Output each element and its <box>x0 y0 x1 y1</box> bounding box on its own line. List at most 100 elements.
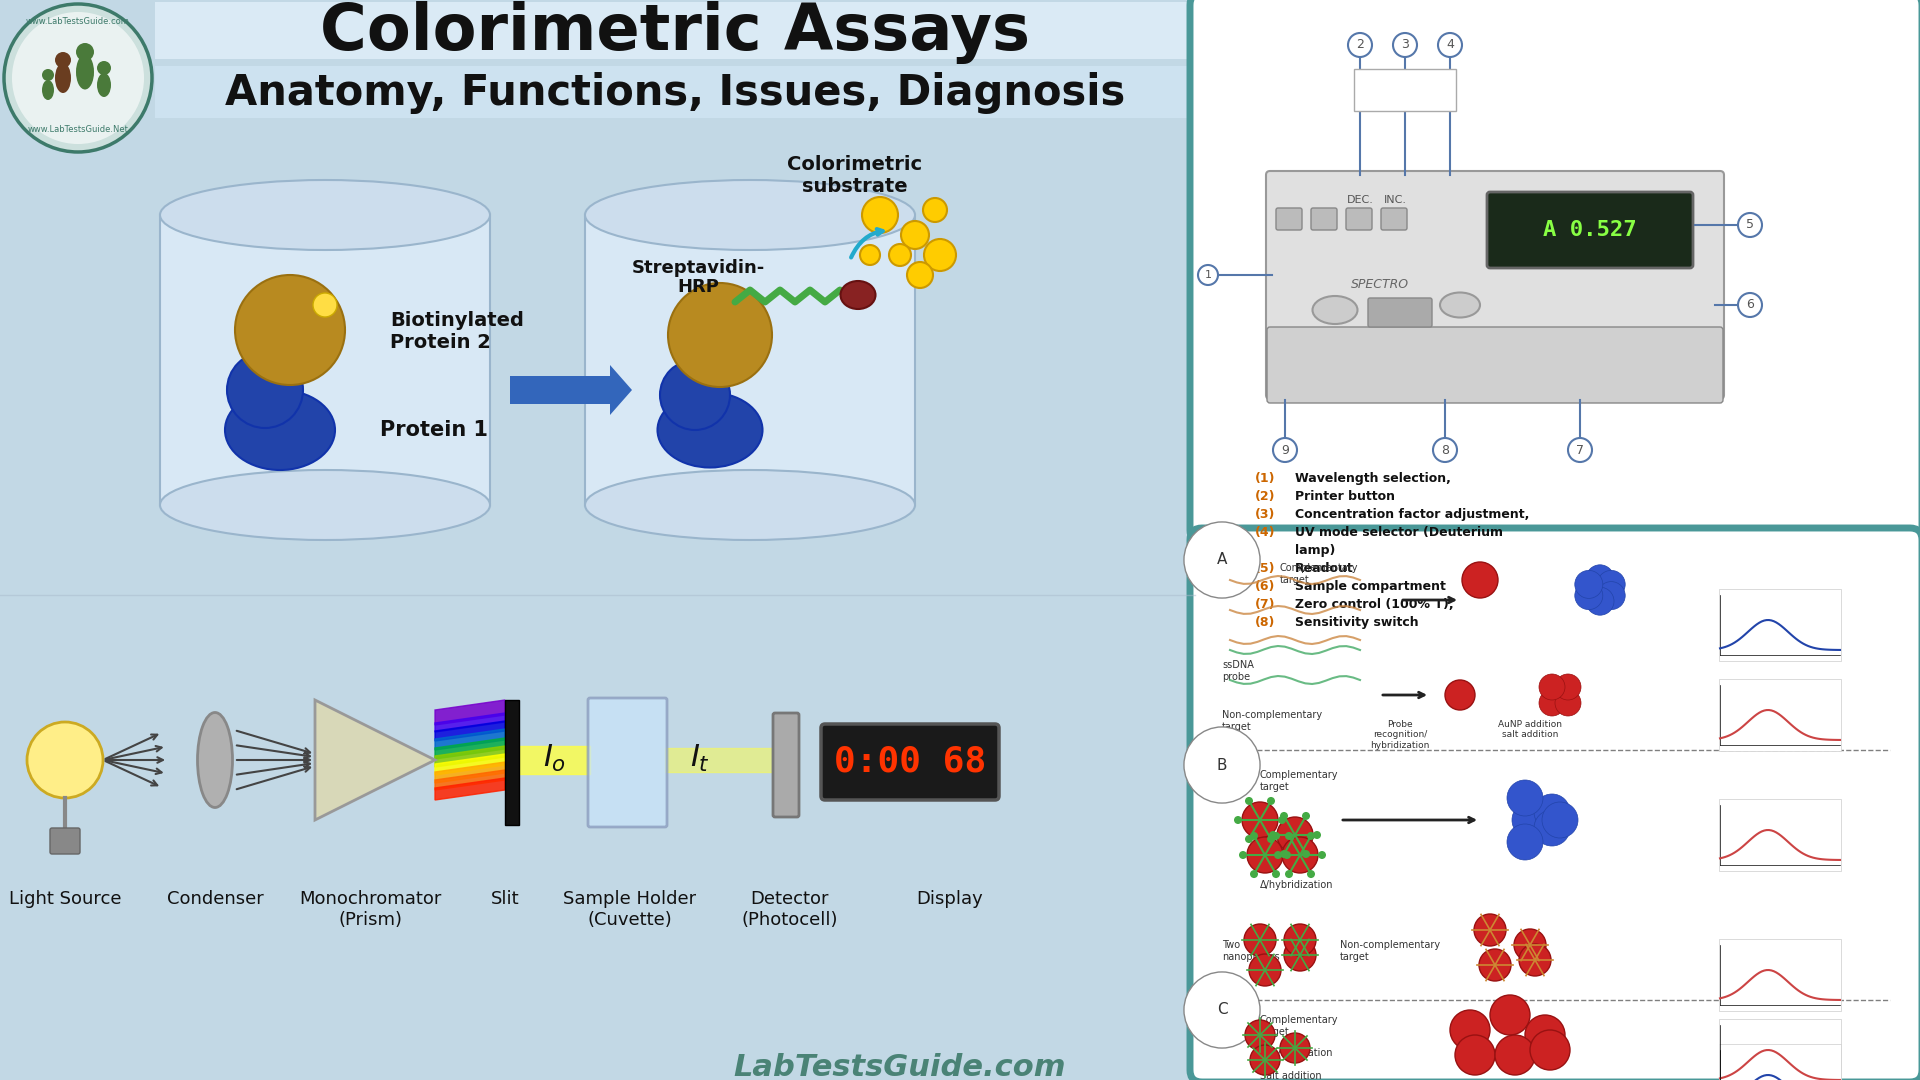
Polygon shape <box>436 721 505 741</box>
Circle shape <box>1555 690 1580 716</box>
Circle shape <box>1438 33 1461 57</box>
Text: Readout: Readout <box>1294 562 1354 575</box>
FancyBboxPatch shape <box>1718 589 1841 661</box>
Circle shape <box>1250 870 1258 878</box>
Polygon shape <box>436 770 505 789</box>
Text: www.LabTestsGuide.Net: www.LabTestsGuide.Net <box>27 125 129 135</box>
Circle shape <box>1250 1045 1281 1075</box>
Text: Complementary
target: Complementary target <box>1260 770 1338 792</box>
Circle shape <box>1238 851 1246 859</box>
Text: Colorimetric: Colorimetric <box>787 156 924 175</box>
Circle shape <box>1534 810 1571 846</box>
Circle shape <box>1317 851 1327 859</box>
Polygon shape <box>436 762 505 783</box>
Text: (2): (2) <box>1256 490 1275 503</box>
Circle shape <box>1302 812 1309 820</box>
Circle shape <box>1308 870 1315 878</box>
Text: Sample Holder
(Cuvette): Sample Holder (Cuvette) <box>563 890 697 929</box>
Text: Monochromator
(Prism): Monochromator (Prism) <box>300 890 442 929</box>
Ellipse shape <box>225 390 334 470</box>
FancyBboxPatch shape <box>822 724 998 800</box>
Circle shape <box>1250 954 1281 986</box>
FancyBboxPatch shape <box>156 66 1194 118</box>
Circle shape <box>1281 850 1288 858</box>
FancyBboxPatch shape <box>1486 192 1693 268</box>
Text: 2: 2 <box>1356 39 1363 52</box>
Circle shape <box>1244 1020 1275 1050</box>
Circle shape <box>42 69 54 81</box>
Circle shape <box>668 283 772 387</box>
FancyBboxPatch shape <box>0 0 156 156</box>
Text: Streptavidin-: Streptavidin- <box>632 259 764 276</box>
FancyBboxPatch shape <box>1190 528 1920 1080</box>
Circle shape <box>860 245 879 265</box>
Circle shape <box>1281 1032 1309 1063</box>
Text: Protein 2: Protein 2 <box>390 333 492 351</box>
Circle shape <box>1432 438 1457 462</box>
Text: ssDNA
probe: ssDNA probe <box>1221 660 1254 681</box>
Text: SPECTRO: SPECTRO <box>1352 279 1409 292</box>
Text: (8): (8) <box>1256 616 1275 629</box>
Text: HRP: HRP <box>678 278 718 296</box>
Text: Detector
(Photocell): Detector (Photocell) <box>741 890 839 929</box>
FancyBboxPatch shape <box>1380 208 1407 230</box>
Polygon shape <box>436 700 505 725</box>
Ellipse shape <box>56 63 71 93</box>
Circle shape <box>1515 929 1546 961</box>
Ellipse shape <box>1440 293 1480 318</box>
Circle shape <box>1279 816 1286 824</box>
Circle shape <box>1534 794 1571 831</box>
Ellipse shape <box>586 470 916 540</box>
Circle shape <box>1574 570 1603 598</box>
Text: 0:00 68: 0:00 68 <box>833 745 987 779</box>
Circle shape <box>1277 816 1313 853</box>
Circle shape <box>1244 797 1254 805</box>
FancyBboxPatch shape <box>1311 208 1336 230</box>
Circle shape <box>1242 802 1279 838</box>
Text: DEC.: DEC. <box>1346 195 1373 205</box>
FancyBboxPatch shape <box>1267 327 1722 403</box>
Text: 4: 4 <box>1446 39 1453 52</box>
FancyBboxPatch shape <box>588 698 666 827</box>
FancyBboxPatch shape <box>1718 679 1841 751</box>
FancyBboxPatch shape <box>1277 208 1302 230</box>
FancyBboxPatch shape <box>1354 69 1455 111</box>
Circle shape <box>1461 562 1498 598</box>
Circle shape <box>1574 582 1603 609</box>
Text: www.LabTestsGuide.com: www.LabTestsGuide.com <box>27 17 131 27</box>
Circle shape <box>660 360 730 430</box>
FancyBboxPatch shape <box>1718 939 1841 1011</box>
Circle shape <box>1271 832 1281 840</box>
Text: Two
nanoprobes: Two nanoprobes <box>1221 940 1279 961</box>
Text: Colorimetric Assays: Colorimetric Assays <box>321 0 1029 64</box>
Circle shape <box>12 12 144 144</box>
FancyBboxPatch shape <box>1190 0 1920 542</box>
Text: (6): (6) <box>1256 580 1275 593</box>
Polygon shape <box>436 778 505 800</box>
Text: Printer button: Printer button <box>1294 490 1396 503</box>
Circle shape <box>1246 837 1283 873</box>
Text: AuNP addition
salt addition: AuNP addition salt addition <box>1498 720 1563 740</box>
Text: Protein 1: Protein 1 <box>380 420 488 440</box>
Circle shape <box>1394 33 1417 57</box>
Circle shape <box>1283 837 1317 873</box>
Polygon shape <box>436 738 505 759</box>
Circle shape <box>1496 1035 1534 1075</box>
Ellipse shape <box>657 392 762 468</box>
Text: UV mode selector (Deuterium: UV mode selector (Deuterium <box>1294 526 1503 539</box>
FancyBboxPatch shape <box>586 215 916 505</box>
Text: Wavelength selection,: Wavelength selection, <box>1294 472 1452 485</box>
Text: Light Source: Light Source <box>10 890 121 908</box>
Ellipse shape <box>77 54 94 90</box>
Circle shape <box>1244 924 1277 956</box>
Text: Δ/hybridization
+
Salt addition: Δ/hybridization + Salt addition <box>1260 1048 1334 1080</box>
Text: Complementary
target: Complementary target <box>1281 563 1359 584</box>
Circle shape <box>900 221 929 249</box>
Ellipse shape <box>841 281 876 309</box>
Circle shape <box>1198 265 1217 285</box>
Text: Non-complementary
target: Non-complementary target <box>1340 940 1440 961</box>
Text: (1): (1) <box>1256 472 1275 485</box>
FancyBboxPatch shape <box>1718 799 1841 870</box>
Polygon shape <box>436 754 505 775</box>
Circle shape <box>1513 802 1548 838</box>
